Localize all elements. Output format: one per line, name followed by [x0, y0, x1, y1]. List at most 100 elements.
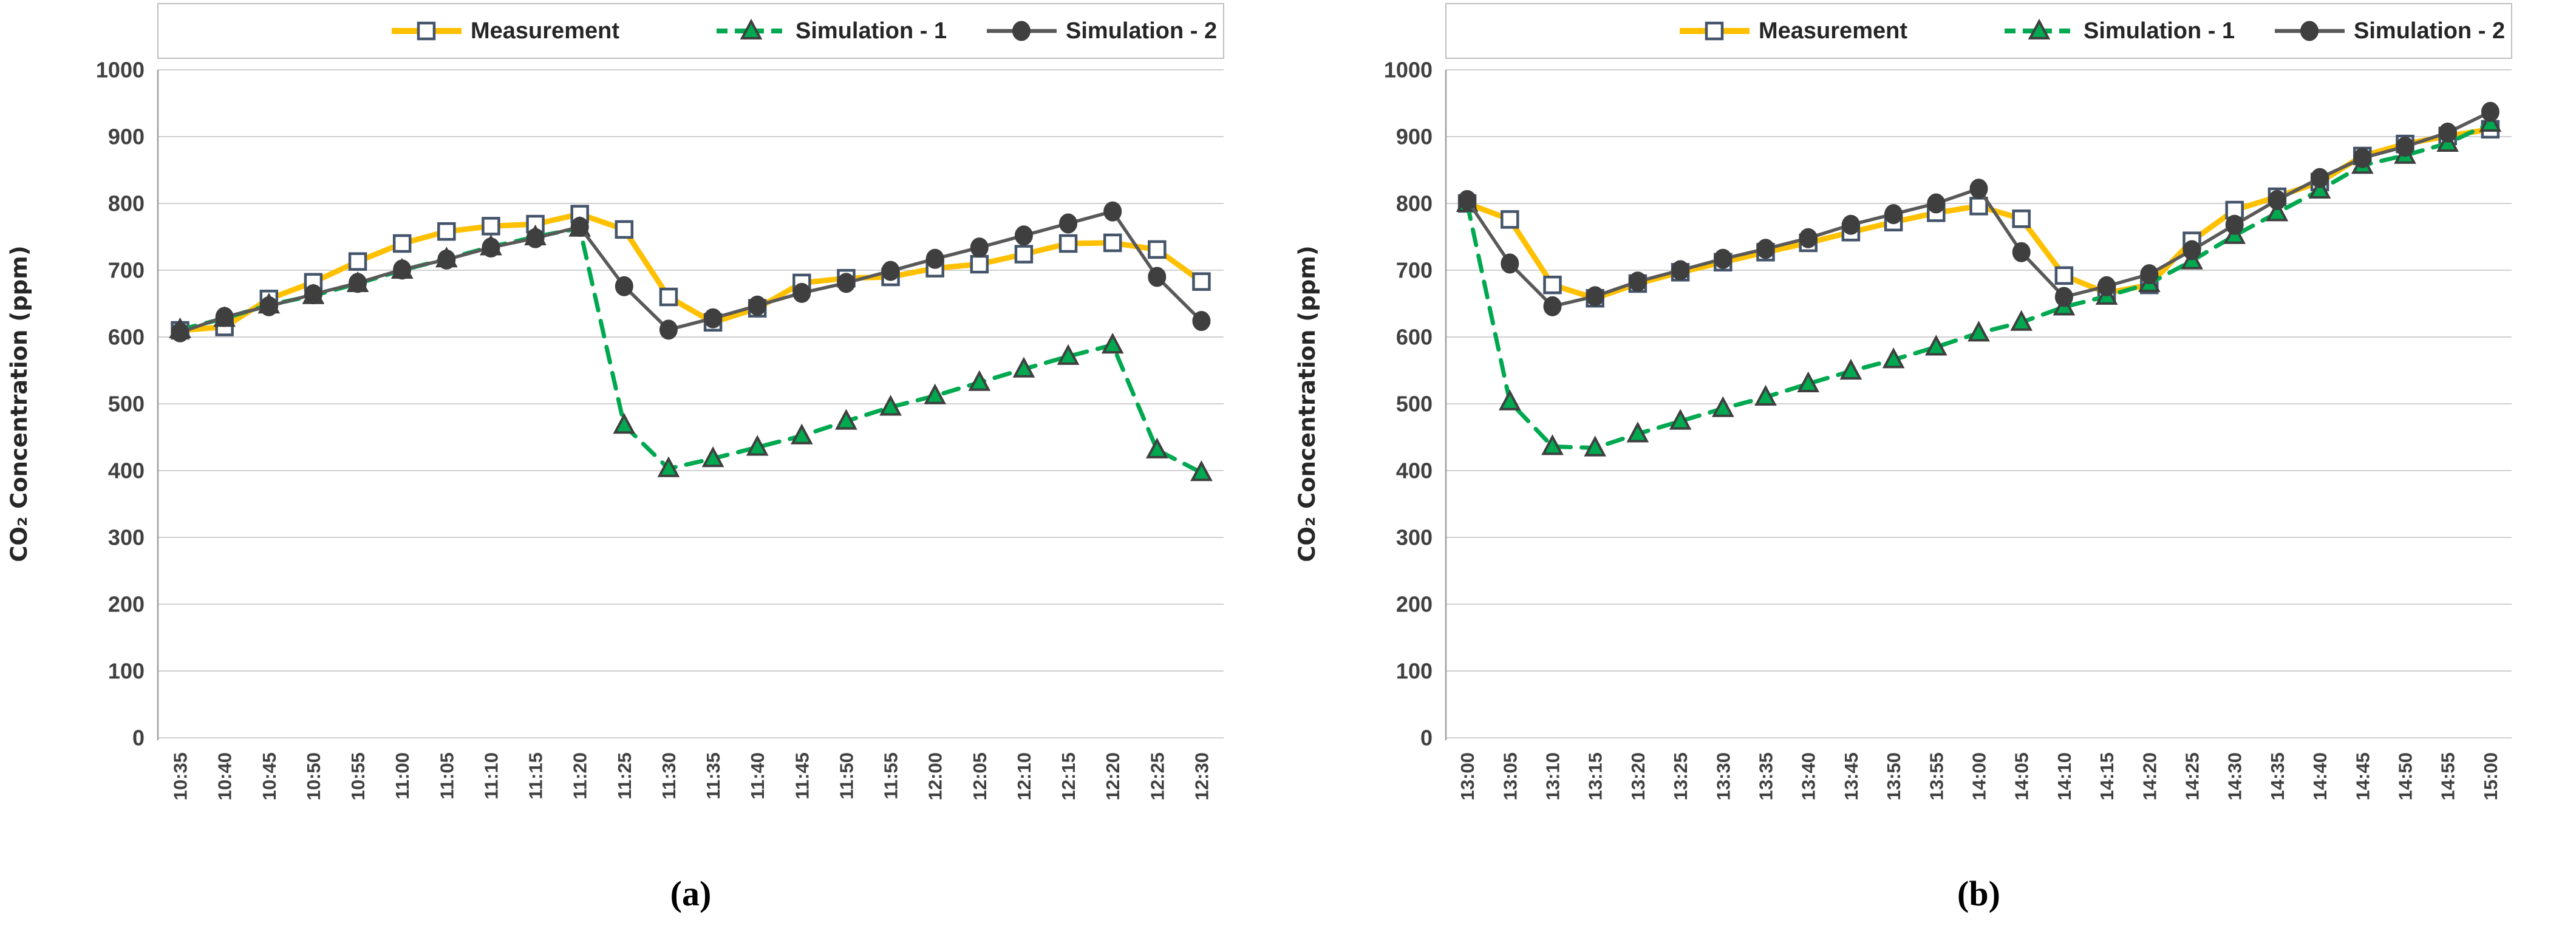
y-tick-label: 500: [1396, 392, 1433, 417]
x-tick-label: 13:25: [1670, 752, 1691, 800]
x-tick-label: 13:35: [1756, 752, 1777, 800]
marker-simulation1: [2010, 310, 2033, 331]
x-tick-label: 12:30: [1191, 752, 1212, 800]
marker-simulation2: [215, 307, 234, 327]
y-tick-label: 200: [108, 592, 145, 617]
marker-simulation2: [2182, 240, 2201, 261]
marker-simulation2: [1586, 286, 1604, 307]
x-tick-label: 11:55: [881, 752, 902, 800]
x-tick-label: 13:30: [1712, 752, 1734, 800]
marker-simulation2: [1059, 213, 1078, 234]
marker-simulation2: [1969, 179, 1988, 199]
marker-simulation1: [2308, 177, 2331, 199]
marker-simulation1: [746, 435, 769, 456]
x-tick-label: 14:20: [2139, 752, 2160, 800]
series-markers-measurement: [1457, 120, 2500, 308]
y-tick-label: 600: [1396, 325, 1433, 350]
marker-measurement: [1103, 233, 1122, 253]
marker-simulation1: [657, 456, 680, 477]
y-tick-label: 600: [108, 325, 145, 350]
x-tick-label: 12:15: [1058, 752, 1079, 800]
marker-simulation2: [171, 322, 189, 342]
marker-measurement: [392, 234, 412, 253]
marker-simulation1: [613, 412, 636, 434]
x-tick-label: 11:15: [525, 752, 547, 800]
legend-marker-simulation1: [2028, 18, 2051, 39]
marker-simulation2: [482, 237, 500, 258]
x-tick-label: 13:40: [1798, 752, 1819, 800]
y-axis-tick-labels: 0 100 200 300 400 500 600 700 800 900 1000: [96, 58, 145, 751]
x-tick-label: 10:50: [303, 752, 324, 800]
marker-simulation2: [570, 217, 589, 237]
x-tick-label: 14:05: [2011, 752, 2033, 800]
y-tick-label: 400: [108, 458, 145, 483]
legend-item-measurement: Measurement: [392, 18, 619, 44]
marker-simulation2: [2311, 168, 2329, 188]
marker-simulation2: [2097, 276, 2116, 296]
gridlines: [1446, 69, 2512, 738]
marker-simulation2: [1103, 201, 1122, 222]
marker-simulation2: [1927, 193, 1946, 214]
x-tick-label: 14:35: [2267, 752, 2288, 800]
y-tick-label: 800: [1396, 191, 1433, 216]
legend-item-measurement: Measurement: [1680, 18, 1907, 44]
y-tick-label: 700: [108, 258, 145, 283]
marker-simulation2: [259, 296, 278, 316]
chart-panel-a: 0 100 200 300 400 500 600 700 800 900 1000 CO₂ Conc…: [6, 3, 1224, 913]
y-tick-label: 700: [1396, 258, 1433, 283]
marker-simulation2: [2438, 122, 2457, 143]
marker-simulation2: [304, 284, 322, 305]
legend-marker-simulation2: [1012, 21, 1031, 41]
marker-simulation1: [1101, 332, 1124, 354]
marker-simulation1: [1924, 335, 1947, 356]
y-tick-label: 0: [1420, 726, 1433, 751]
legend-label-simulation2: Simulation - 2: [1066, 18, 1217, 44]
x-tick-label: 11:10: [480, 752, 502, 800]
x-tick-label: 14:50: [2395, 752, 2416, 800]
marker-measurement: [437, 222, 456, 241]
y-tick-label: 400: [1396, 458, 1433, 483]
x-tick-label: 11:40: [747, 752, 768, 800]
x-tick-label: 13:00: [1457, 752, 1478, 800]
y-tick-label: 800: [108, 191, 145, 216]
marker-simulation1: [968, 370, 991, 391]
marker-simulation2: [526, 228, 545, 248]
marker-simulation2: [1756, 239, 1775, 259]
marker-simulation2: [1014, 225, 1033, 246]
marker-measurement: [482, 217, 500, 236]
marker-simulation2: [2268, 190, 2286, 210]
marker-simulation1: [790, 423, 813, 444]
marker-measurement: [2012, 209, 2031, 228]
x-tick-label: 11:30: [658, 752, 680, 800]
x-tick-label: 11:05: [436, 752, 457, 800]
x-tick-label: 14:55: [2438, 752, 2459, 800]
marker-simulation2: [349, 273, 367, 293]
marker-simulation2: [437, 249, 456, 270]
y-tick-label: 100: [1396, 659, 1433, 684]
x-tick-label: 13:05: [1499, 752, 1521, 800]
marker-simulation1: [1012, 356, 1035, 378]
x-tick-label: 14:15: [2096, 752, 2118, 800]
marker-simulation2: [837, 273, 856, 293]
marker-simulation1: [1882, 347, 1905, 369]
marker-simulation1: [835, 409, 857, 430]
x-tick-label: 12:25: [1147, 752, 1168, 800]
x-tick-label: 10:40: [214, 752, 236, 800]
x-tick-label: 11:20: [570, 752, 591, 800]
marker-simulation2: [2140, 264, 2159, 285]
series-markers-simulation2: [171, 201, 1211, 342]
x-tick-label: 11:00: [392, 752, 413, 800]
chart-panel-b: 0 100 200 300 400 500 600 700 800 900 1000 CO₂ Conc…: [1288, 0, 2576, 940]
y-tick-label: 500: [108, 392, 145, 417]
marker-simulation1: [1797, 371, 1820, 392]
legend-marker-simulation1: [740, 18, 763, 39]
marker-measurement: [615, 220, 634, 239]
marker-simulation2: [748, 295, 767, 316]
legend-marker-measurement: [1705, 21, 1724, 41]
x-tick-label: 10:45: [259, 752, 280, 800]
legend-marker-measurement: [417, 21, 436, 41]
x-axis-tick-labels: 10:35 10:40 10:45 10:50 10:55 11:00 11:05 11:10…: [170, 752, 1213, 800]
x-tick-label: 10:55: [347, 752, 369, 800]
